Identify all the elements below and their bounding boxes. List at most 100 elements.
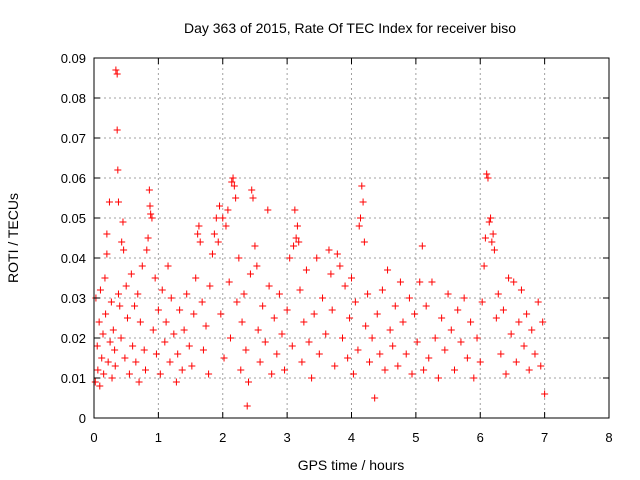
data-point: [219, 214, 227, 222]
data-point: [178, 366, 186, 374]
data-point: [413, 338, 421, 346]
data-point: [425, 354, 433, 362]
data-point: [457, 338, 465, 346]
y-tick-label: 0.03: [61, 291, 86, 306]
data-point: [290, 242, 298, 250]
data-point: [510, 278, 518, 286]
data-point: [364, 290, 372, 298]
y-tick-label: 0.02: [61, 331, 86, 346]
data-point: [354, 346, 362, 354]
data-point: [349, 370, 357, 378]
data-point: [147, 210, 155, 218]
data-point: [95, 318, 103, 326]
data-point: [105, 198, 113, 206]
data-point: [151, 274, 159, 282]
y-tick-label: 0.08: [61, 91, 86, 106]
data-point: [293, 222, 301, 230]
data-point: [473, 334, 481, 342]
data-point: [525, 366, 533, 374]
data-point: [338, 334, 346, 342]
data-point: [108, 374, 116, 382]
data-point: [275, 290, 283, 298]
data-point: [295, 238, 303, 246]
data-point: [344, 354, 352, 362]
data-point: [355, 222, 363, 230]
data-point: [134, 290, 142, 298]
x-tick-label: 5: [412, 430, 419, 445]
data-point: [261, 338, 269, 346]
data-point: [281, 366, 289, 374]
data-point: [111, 346, 119, 354]
data-point: [149, 326, 157, 334]
data-point: [460, 294, 468, 302]
data-point: [131, 302, 139, 310]
data-point: [434, 374, 442, 382]
data-point: [91, 378, 99, 386]
data-point: [476, 358, 484, 366]
data-point: [132, 358, 140, 366]
data-point: [188, 362, 196, 370]
data-point: [381, 366, 389, 374]
data-point: [441, 346, 449, 354]
data-point: [438, 314, 446, 322]
data-point: [480, 262, 488, 270]
data-point: [502, 370, 510, 378]
data-point: [300, 318, 308, 326]
x-tick-label: 8: [605, 430, 612, 445]
data-point: [278, 330, 286, 338]
data-point: [402, 350, 410, 358]
data-point: [229, 174, 237, 182]
data-point: [166, 358, 174, 366]
x-axis-label: GPS time / hours: [298, 457, 405, 473]
data-point: [485, 218, 493, 226]
data-point: [114, 166, 122, 174]
y-axis-label: ROTI / TECUs: [5, 193, 21, 283]
x-tick-label: 2: [219, 430, 226, 445]
data-point: [167, 294, 175, 302]
data-point: [121, 354, 129, 362]
data-point: [94, 366, 102, 374]
data-point: [222, 222, 230, 230]
data-point: [333, 250, 341, 258]
data-point: [248, 186, 256, 194]
data-point: [196, 238, 204, 246]
data-point: [431, 334, 439, 342]
data-point: [389, 342, 397, 350]
data-point: [515, 318, 523, 326]
data-point: [487, 214, 495, 222]
chart-title: Day 363 of 2015, Rate Of TEC Index for r…: [184, 20, 516, 36]
data-point: [351, 298, 359, 306]
data-point: [117, 334, 125, 342]
data-point: [346, 314, 354, 322]
data-point: [185, 342, 193, 350]
x-tick-label: 3: [284, 430, 291, 445]
data-point: [237, 366, 245, 374]
data-point: [264, 206, 272, 214]
data-point: [199, 346, 207, 354]
data-point: [336, 262, 344, 270]
data-point: [122, 282, 130, 290]
data-point: [368, 334, 376, 342]
data-point: [242, 346, 250, 354]
data-point: [226, 334, 234, 342]
data-point: [360, 238, 368, 246]
data-point: [116, 302, 124, 310]
data-point: [313, 254, 321, 262]
data-point: [310, 310, 318, 318]
data-point: [399, 318, 407, 326]
data-point: [143, 246, 151, 254]
data-point: [292, 234, 300, 242]
data-point: [319, 294, 327, 302]
data-point: [146, 202, 154, 210]
data-point: [148, 214, 156, 222]
data-point: [102, 310, 110, 318]
data-point: [114, 198, 122, 206]
data-point: [451, 366, 458, 374]
data-point: [418, 242, 426, 250]
data-point: [172, 378, 180, 386]
data-point: [405, 294, 413, 302]
data-point: [129, 342, 137, 350]
data-point: [296, 286, 304, 294]
data-point: [322, 330, 330, 338]
